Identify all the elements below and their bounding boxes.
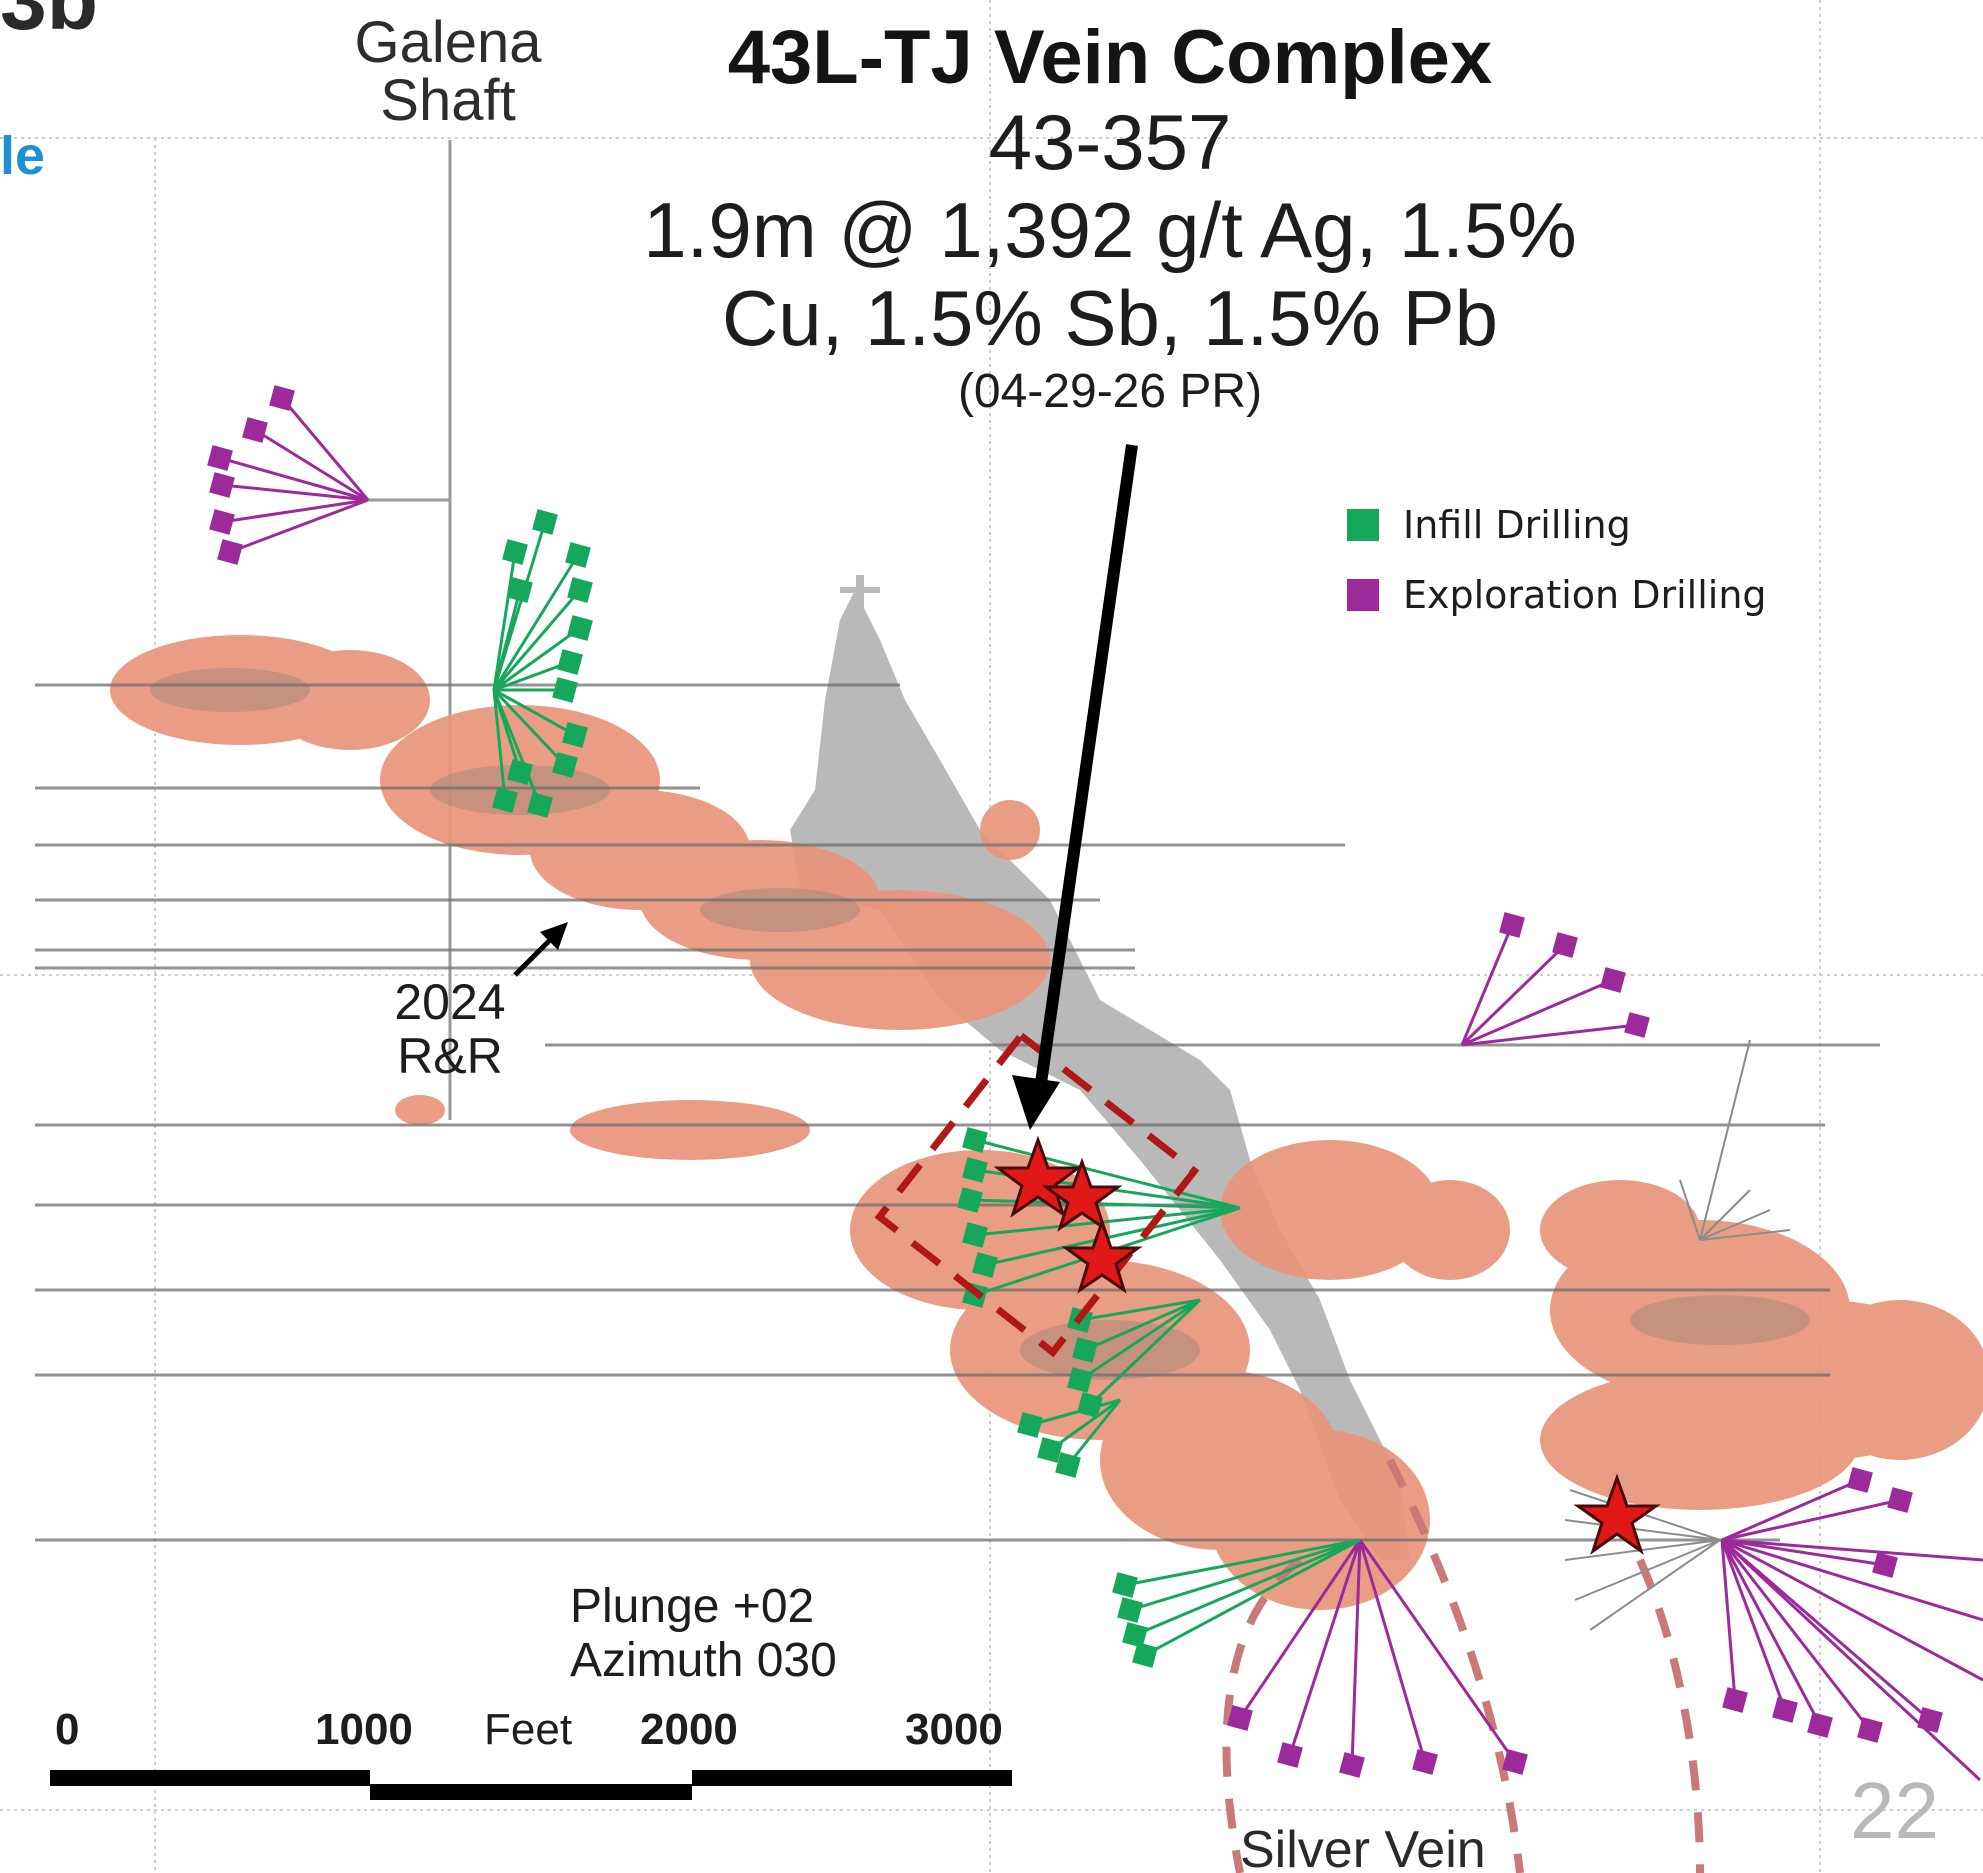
exploration-swatch-icon [1347, 579, 1379, 611]
rr-arrow [513, 922, 568, 977]
plunge-text: Plunge +02 [570, 1580, 815, 1633]
page-number: 22 [1850, 1766, 1939, 1855]
scale-tick-2000: 2000 [640, 1705, 738, 1754]
callout-arrow [1012, 444, 1138, 1130]
press-release-ref: (04-29-26 PR) [957, 365, 1263, 418]
star-icon [993, 1135, 1083, 1218]
galena-shaft-line [355, 140, 452, 1120]
rr-year: 2024 [394, 974, 506, 1030]
orientation-label: Plunge +02 Azimuth 030 [570, 1580, 837, 1688]
silver-vein-outline [1222, 1458, 1704, 1873]
callout-text-block: 43L-TJ Vein Complex 43-357 1.9m @ 1,392 … [560, 18, 1660, 422]
legend-item-exploration: Exploration Drilling [1347, 560, 1767, 630]
rr-label: 2024 R&R [380, 975, 520, 1083]
assay-line-1: 1.9m @ 1,392 g/t Ag, 1.5% [643, 186, 1577, 274]
fan-lower-right [1720, 1467, 1983, 1782]
stope-workings [790, 580, 1410, 1560]
fan-mid-right [1460, 912, 1650, 1047]
target-zone-box [874, 1030, 1200, 1358]
rr-text: R&R [397, 1028, 503, 1084]
ore-bodies [110, 635, 1983, 1610]
scale-unit: Feet [484, 1705, 573, 1754]
level-drifts [35, 683, 1880, 1542]
legend-item-infill: Infill Drilling [1347, 490, 1767, 560]
infill-swatch-icon [1347, 509, 1379, 541]
exploration-drill-fans [207, 385, 1983, 1782]
hole-id: 43-357 [988, 98, 1232, 186]
assay-line-2: Cu, 1.5% Sb, 1.5% Pb [721, 274, 1499, 362]
scale-bar [50, 1770, 1012, 1800]
star-icon [1061, 1217, 1143, 1294]
fan-infill-lower [1112, 1538, 1361, 1668]
corner-title: 3b [0, 0, 99, 47]
star-icon [1041, 1157, 1123, 1232]
drill-traces-right [1564, 1039, 1791, 1631]
shaft-label: Galena Shaft [354, 10, 542, 133]
scale-tick-1000: 1000 [315, 1705, 413, 1754]
legend: Infill Drilling Exploration Drilling [1347, 490, 1767, 630]
legend-label: Infill Drilling [1403, 503, 1631, 547]
corner-subtitle: le [0, 126, 46, 186]
diagram-title: 43L-TJ Vein Complex [727, 15, 1493, 100]
fan-infill-upper [492, 509, 593, 818]
scale-tick-3000: 3000 [905, 1705, 1003, 1754]
vein-label: Silver Vein [1240, 1821, 1486, 1873]
star-icon [1573, 1473, 1661, 1555]
scale-tick-0: 0 [55, 1705, 80, 1754]
high-grade-stars [993, 1135, 1661, 1555]
azimuth-text: Azimuth 030 [570, 1634, 837, 1687]
legend-label: Exploration Drilling [1403, 573, 1767, 617]
fan-lower-center [1227, 1539, 1528, 1778]
fan-upper-left [207, 385, 370, 565]
